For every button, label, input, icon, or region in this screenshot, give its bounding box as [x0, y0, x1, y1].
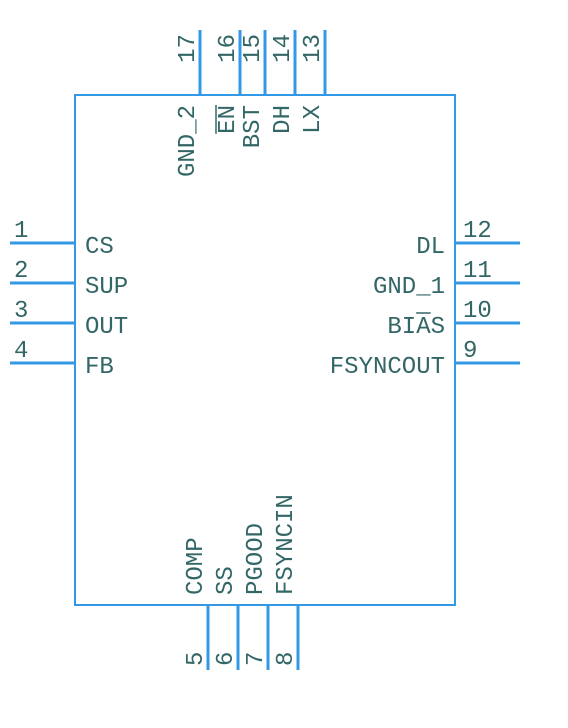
- pin-label: COMP: [183, 537, 210, 595]
- pin-label: FSYNCOUT: [330, 354, 445, 381]
- pin-number: 8: [273, 652, 300, 666]
- pin-number: 6: [213, 652, 240, 666]
- pin-label: PGOOD: [243, 523, 270, 595]
- pin-number: 7: [243, 652, 270, 666]
- pin-label: DL: [416, 234, 445, 261]
- pin-number: 10: [463, 298, 492, 325]
- pin-label: GND_1: [373, 274, 445, 301]
- pin-number: 12: [463, 218, 492, 245]
- pin-label: FB: [85, 354, 114, 381]
- pin-label: CS: [85, 234, 114, 261]
- pin-number: 1: [14, 218, 28, 245]
- pin-label: SS: [213, 566, 240, 595]
- pin-number: 15: [240, 34, 267, 63]
- pin-label: LX: [300, 105, 327, 134]
- pin-label: GND_2: [175, 105, 202, 177]
- pin-number: 9: [463, 338, 477, 365]
- pin-number: 3: [14, 298, 28, 325]
- pin-label: DH: [270, 105, 297, 134]
- ic-pinout-diagram: 1 CS 2 SUP 3 OUT 4 FB 12 DL 11 GND_1 10 BIAS 9 FSYNCOUT…: [0, 0, 568, 728]
- pin-number: 14: [270, 34, 297, 63]
- pin-label: BIAS: [387, 314, 445, 341]
- pin-number: 4: [14, 338, 28, 365]
- pin-number: 5: [183, 652, 210, 666]
- pin-label: OUT: [85, 314, 128, 341]
- pin-label: BST: [240, 105, 267, 148]
- pin-number: 11: [463, 258, 492, 285]
- pin-label: FSYNCIN: [273, 494, 300, 595]
- pin-label: SUP: [85, 274, 128, 301]
- pin-number: 16: [215, 34, 242, 63]
- pin-number: 13: [300, 34, 327, 63]
- pin-number: 17: [175, 34, 202, 63]
- pin-number: 2: [14, 258, 28, 285]
- pin-label: EN: [215, 105, 242, 134]
